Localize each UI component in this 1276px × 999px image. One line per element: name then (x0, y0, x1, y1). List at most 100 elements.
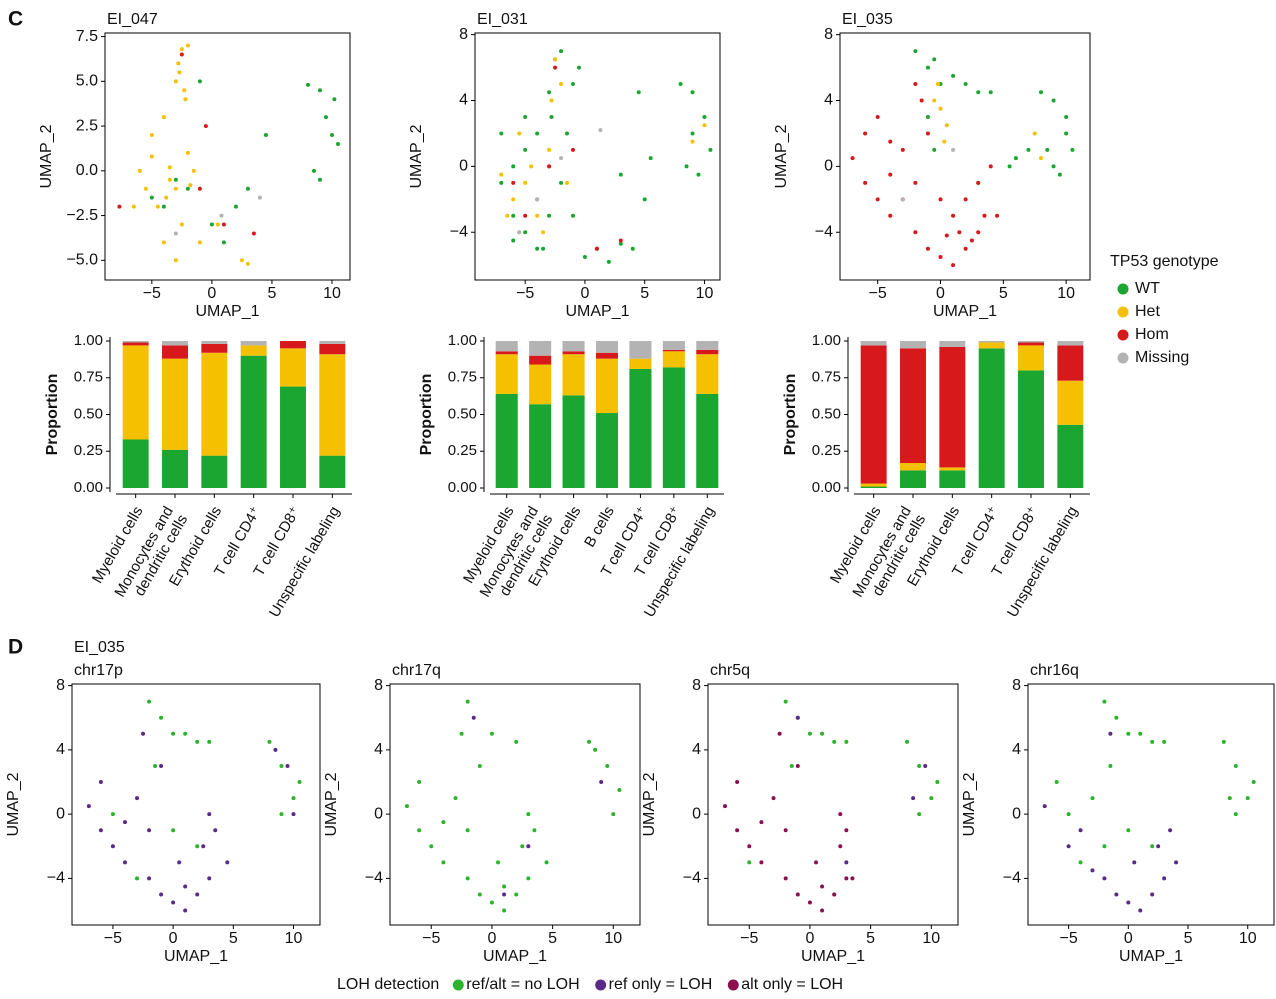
point (976, 90, 981, 95)
point (1174, 860, 1179, 865)
y-axis-label: Proportion (782, 374, 799, 456)
point (459, 731, 464, 736)
point (599, 780, 604, 785)
y-tick-label: 4 (374, 741, 383, 758)
x-axis-label: UMAP_1 (933, 303, 997, 320)
point (559, 49, 564, 54)
point (514, 892, 519, 897)
point (932, 57, 937, 62)
x-tick-label: 0 (207, 285, 216, 302)
point (511, 164, 516, 169)
point (489, 731, 494, 736)
point (1064, 131, 1069, 136)
point (532, 828, 537, 833)
point (161, 240, 166, 245)
point (183, 97, 188, 102)
point (963, 197, 968, 202)
point (297, 780, 302, 785)
y-tick-label: 0.00 (74, 479, 103, 496)
point (976, 230, 981, 235)
point (173, 231, 178, 236)
bar-segment (495, 351, 518, 355)
plot-frame (71, 683, 321, 926)
bar-segment (240, 341, 267, 346)
x-tick-label: −5 (740, 930, 758, 947)
point (1039, 90, 1044, 95)
point (179, 52, 184, 57)
bar-segment (860, 341, 887, 346)
point (544, 860, 549, 865)
point (110, 812, 115, 817)
point (147, 828, 152, 833)
point (465, 699, 470, 704)
legend-label: alt only = LOH (741, 976, 843, 993)
point (617, 788, 622, 793)
bar-segment (662, 341, 685, 350)
x-tick-label: 5 (548, 930, 557, 947)
point (159, 763, 164, 768)
y-tick-label: 8 (374, 677, 383, 694)
point (606, 259, 611, 264)
point (183, 908, 188, 913)
point (541, 246, 546, 251)
point (523, 230, 528, 235)
point (844, 739, 849, 744)
point (291, 812, 296, 817)
bar-segment (1018, 341, 1044, 343)
bar-segment (319, 343, 346, 355)
point (549, 114, 554, 119)
point (696, 172, 701, 177)
point (465, 876, 470, 881)
bar-segment (319, 354, 346, 456)
point (526, 876, 531, 881)
point (285, 763, 290, 768)
y-tick-label: 0.25 (812, 442, 841, 459)
x-tick-label: 10 (1057, 285, 1075, 302)
bar-segment (696, 349, 719, 355)
point (477, 763, 482, 768)
y-tick-label: 2.5 (76, 117, 98, 134)
point (844, 876, 849, 881)
point (171, 731, 176, 736)
plot-frame (839, 32, 1091, 281)
point (1039, 156, 1044, 161)
point (511, 180, 516, 185)
point (759, 820, 764, 825)
point (159, 892, 164, 897)
point (263, 133, 268, 138)
point (850, 876, 855, 881)
point (535, 213, 540, 218)
legend-swatch (1117, 329, 1129, 341)
x-tick-label: 5 (866, 930, 875, 947)
point (605, 763, 610, 768)
point (257, 195, 262, 200)
point (820, 908, 825, 913)
point (789, 763, 794, 768)
point (888, 213, 893, 218)
point (642, 197, 647, 202)
point (942, 139, 947, 144)
point (963, 246, 968, 251)
point (783, 699, 788, 704)
bar-segment (900, 348, 926, 464)
x-tick-label: −5 (104, 930, 122, 947)
point (1108, 731, 1113, 736)
bar-segment (696, 393, 719, 488)
bar-segment (529, 355, 552, 365)
bar-segment (162, 449, 188, 488)
point (795, 715, 800, 720)
plot-frame (389, 683, 641, 926)
bar-segment (122, 341, 149, 343)
point (153, 763, 158, 768)
point (1138, 908, 1143, 913)
point (185, 43, 190, 48)
point (888, 139, 893, 144)
point (1026, 147, 1031, 152)
y-tick-label: 0.00 (812, 479, 841, 496)
point (913, 49, 918, 54)
legend-title: LOH detection (337, 976, 439, 993)
bar-segment (495, 354, 518, 394)
point (576, 65, 581, 70)
point (171, 828, 176, 833)
bar-segment (860, 345, 887, 484)
